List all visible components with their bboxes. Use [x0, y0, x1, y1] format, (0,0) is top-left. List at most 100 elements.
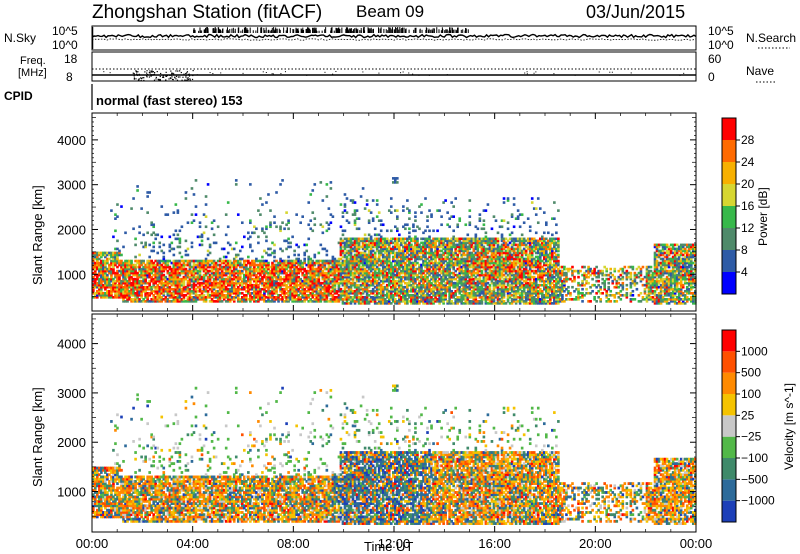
power-cell	[303, 295, 307, 299]
power-cell	[116, 283, 119, 287]
power-cell	[132, 271, 135, 275]
power-cell	[176, 267, 180, 271]
power-cell	[273, 273, 276, 277]
power-cell	[206, 277, 210, 281]
power-cell	[245, 293, 248, 297]
power-cell	[116, 247, 119, 251]
power-cell	[128, 289, 131, 293]
power-cell	[269, 283, 272, 287]
power-cell	[192, 271, 196, 275]
power-cell	[174, 289, 178, 293]
power-cell	[140, 263, 143, 267]
power-cell	[271, 277, 274, 281]
power-cell	[172, 289, 176, 293]
power-cell	[273, 263, 276, 267]
power-cell	[285, 277, 288, 281]
power-cell	[108, 279, 111, 283]
power-cell	[176, 269, 180, 273]
power-cell	[198, 265, 202, 269]
power-cell	[210, 267, 214, 271]
nsky-bottom-tick: 10^0	[52, 38, 78, 52]
power-cell	[186, 247, 190, 251]
power-cell	[116, 261, 119, 265]
freq-dip-point	[166, 75, 168, 77]
power-cell	[379, 229, 383, 233]
power-cell	[323, 287, 327, 291]
power-cell	[228, 273, 232, 277]
power-cell	[265, 265, 268, 269]
power-cell	[184, 259, 188, 263]
power-cell	[104, 259, 107, 263]
power-cell	[412, 223, 415, 227]
power-cell	[329, 273, 333, 277]
freq-dip-point	[152, 71, 154, 73]
power-cell	[265, 300, 268, 303]
power-cell	[112, 281, 115, 285]
power-cell	[154, 259, 158, 263]
freq-dip-point	[186, 72, 188, 74]
power-cell	[154, 279, 158, 283]
power-cell	[168, 249, 172, 253]
power-cell	[126, 261, 129, 265]
power-cell	[202, 267, 206, 271]
power-cell	[301, 279, 304, 283]
power-cell	[160, 285, 164, 289]
power-cell	[216, 283, 220, 287]
power-cell	[281, 179, 284, 182]
power-cell	[297, 261, 300, 265]
power-cell	[295, 273, 298, 277]
power-cell	[176, 233, 180, 237]
power-cell	[96, 265, 99, 269]
power-cell	[271, 271, 274, 275]
power-cell	[331, 293, 335, 297]
freq-dip-point	[146, 72, 148, 74]
power-cell	[178, 291, 182, 295]
power-cell	[142, 279, 145, 283]
power-cell	[192, 300, 196, 303]
power-cell	[112, 259, 115, 263]
power-cell	[152, 283, 156, 287]
power-cell	[291, 279, 294, 283]
power-cell	[277, 273, 280, 277]
power-cell	[222, 271, 226, 275]
power-cell	[206, 261, 210, 265]
power-cell	[303, 261, 307, 265]
power-cell	[96, 259, 99, 263]
power-cell	[198, 298, 202, 301]
power-cell	[114, 263, 117, 267]
power-cell	[136, 283, 139, 287]
power-cell	[287, 295, 290, 299]
power-cell	[100, 287, 103, 291]
power-cell	[110, 293, 113, 297]
power-cell	[170, 247, 174, 251]
power-cell	[186, 287, 190, 291]
power-cell	[136, 285, 139, 289]
power-cell	[291, 259, 294, 263]
power-cell	[186, 281, 190, 285]
power-cell	[265, 281, 268, 285]
power-cell	[144, 281, 147, 285]
power-cell	[253, 300, 256, 303]
power-cell	[208, 259, 212, 263]
power-cell	[196, 265, 200, 269]
power-cell	[267, 289, 270, 293]
power-cell	[186, 279, 190, 283]
power-cell	[224, 281, 228, 285]
freq-dip-point	[146, 76, 148, 78]
power-cell	[329, 259, 333, 263]
power-cell	[291, 275, 294, 279]
power-cell	[182, 277, 186, 281]
power-cell	[142, 269, 145, 273]
power-cell	[156, 279, 160, 283]
power-cell	[289, 295, 292, 299]
power-cell	[259, 289, 262, 293]
power-cell	[218, 300, 222, 303]
power-cell	[234, 255, 238, 259]
power-cell	[148, 267, 151, 271]
power-cell	[263, 259, 266, 263]
power-cell	[198, 259, 202, 263]
power-cell	[220, 273, 224, 277]
power-cell	[190, 273, 194, 277]
power-cell	[112, 289, 115, 293]
power-cell	[134, 287, 137, 291]
